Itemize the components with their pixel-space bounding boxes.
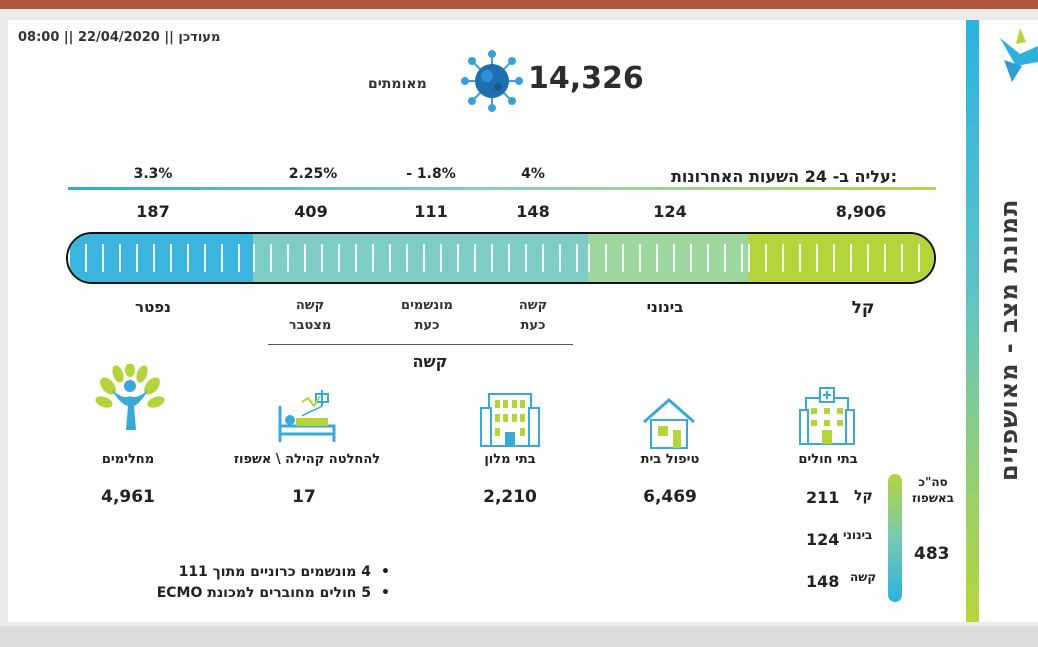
hotels-value: 2,210	[483, 487, 537, 507]
home-care-label: טיפול בית	[640, 452, 700, 467]
hospital-serious-label: קשה	[850, 570, 877, 584]
side-gradient-bar	[966, 20, 979, 622]
note-item: •5 חולים מחוברים למכונת ECMO	[156, 585, 390, 601]
serious-group-underline	[268, 344, 573, 345]
home-care-value: 6,469	[643, 487, 697, 507]
segment-serious	[253, 234, 588, 282]
severity-bar	[66, 232, 936, 284]
bottom-strip	[0, 626, 1038, 647]
hospital-bed-icon	[278, 390, 336, 442]
ministry-logo-icon	[1000, 28, 1038, 82]
rise-divider-line	[68, 187, 936, 190]
hospital-moderate-value: 124	[806, 530, 840, 549]
category-moderate: בינוני	[646, 298, 684, 316]
hospital-total-label-line1: סה"כ	[918, 475, 948, 489]
category-deceased: נפטר	[135, 298, 171, 316]
segment-mild	[748, 234, 934, 282]
category-serious-now-line2: כעת	[520, 318, 546, 333]
recovered-value: 4,961	[101, 487, 155, 507]
hospital-total-label: סה"כ באשפוז	[908, 474, 958, 506]
dashboard-card	[8, 20, 968, 622]
house-icon	[643, 398, 695, 449]
category-serious-now: קשה כעת	[493, 296, 573, 336]
side-title: תמונת מצב - מאושפזים	[995, 198, 1023, 482]
hotels-label: בתי מלון	[484, 452, 536, 467]
category-ventilated-line2: כעת	[414, 318, 440, 333]
pct-serious-now: 4%	[521, 166, 545, 182]
segment-moderate	[588, 234, 748, 282]
count-mild: 8,906	[835, 202, 887, 221]
category-serious-cum-line1: קשה	[295, 298, 325, 313]
category-mild: קל	[851, 298, 875, 318]
notes-list: •4 מונשמים כרוניים מתוך 111 •5 חולים מחו…	[70, 564, 390, 606]
pct-deceased: 3.3%	[133, 166, 173, 182]
hospital-severity-bar	[888, 474, 902, 602]
category-serious-cumulative: קשה מצטבר	[270, 296, 350, 336]
recovered-label: מחלימים	[101, 452, 155, 467]
count-ventilated: 111	[414, 202, 448, 221]
count-moderate: 124	[653, 202, 687, 221]
hospital-total-label-line2: באשפוז	[912, 491, 954, 505]
category-serious-cum-line2: מצטבר	[288, 318, 332, 333]
hospital-moderate-label: בינוני	[843, 528, 873, 542]
note-text: 5 חולים מחוברים למכונת ECMO	[156, 585, 372, 601]
community-value: 17	[292, 487, 316, 507]
category-serious-now-line1: קשה	[518, 298, 548, 313]
pct-ventilated: - 1.8%	[406, 166, 456, 182]
count-deceased: 187	[136, 202, 170, 221]
hospital-serious-value: 148	[806, 572, 840, 591]
hospital-total-value: 483	[914, 544, 950, 564]
note-text: 4 מונשמים כרוניים מתוך 111	[178, 564, 372, 580]
serious-group-label: קשה	[412, 352, 448, 371]
virus-icon	[461, 50, 523, 112]
hospital-mild-label: קל	[854, 488, 873, 504]
note-item: •4 מונשמים כרוניים מתוך 111	[178, 564, 390, 580]
community-label: להחלטה קהילה \ אשפוז	[233, 452, 381, 467]
count-serious-now: 148	[516, 202, 550, 221]
category-ventilated-line1: מונשמים	[401, 298, 453, 313]
recovered-person-icon	[95, 364, 165, 430]
top-accent-bar	[0, 0, 1038, 9]
segment-deceased	[68, 234, 253, 282]
pct-serious-cumulative: 2.25%	[288, 166, 338, 182]
hospitals-label: בתי חולים	[798, 452, 858, 467]
total-confirmed: 14,326	[528, 61, 644, 96]
hospital-icon	[799, 387, 855, 445]
total-confirmed-label: מאומתים	[368, 76, 427, 92]
hotel-icon	[480, 393, 540, 447]
updated-timestamp: מעודכן || 22/04/2020 || 08:00	[18, 30, 221, 45]
category-ventilated: מונשמים כעת	[387, 296, 467, 336]
hospital-mild-value: 211	[806, 488, 840, 507]
count-serious-cumulative: 409	[294, 202, 328, 221]
rise-24h-label: עליה ב- 24 השעות האחרונות:	[670, 167, 897, 186]
